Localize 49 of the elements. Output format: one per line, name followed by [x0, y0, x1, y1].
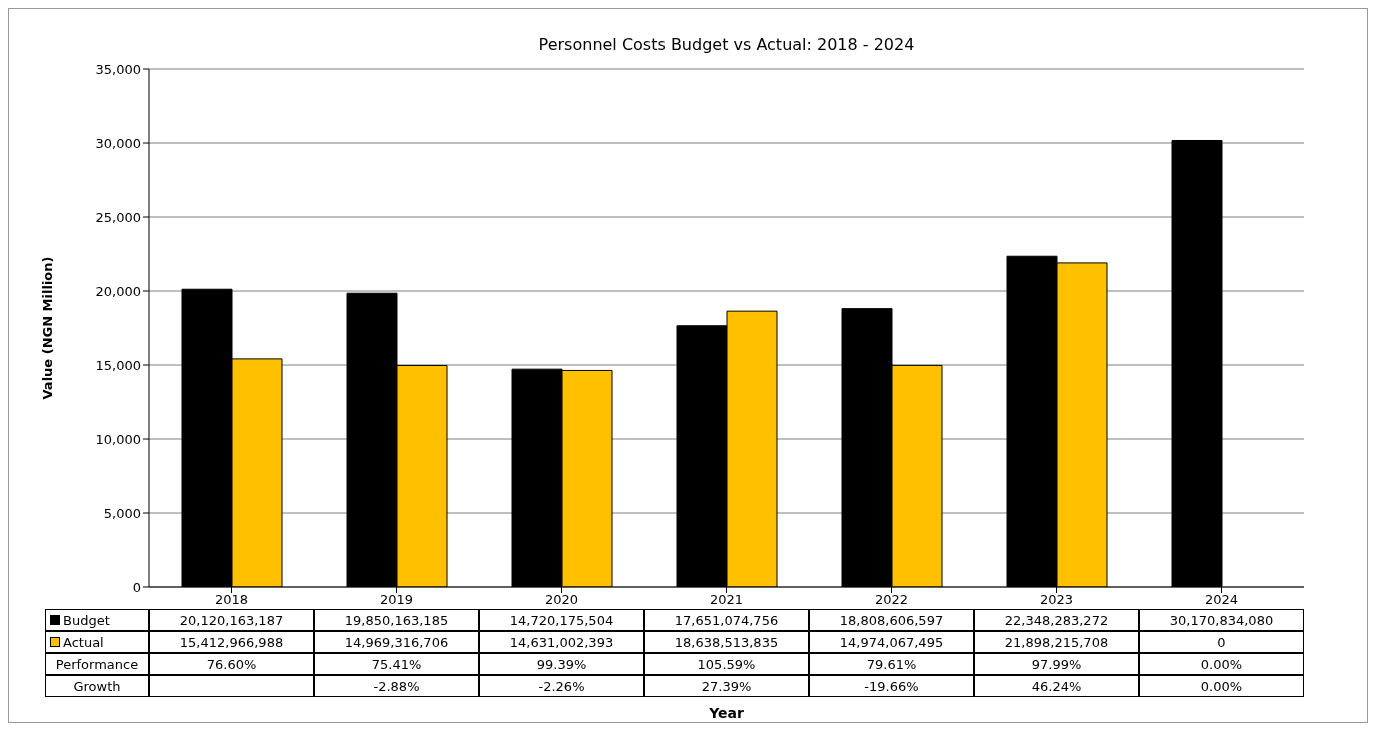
x-tick-label: 2024	[1204, 592, 1239, 608]
x-tick-label: 2020	[544, 592, 579, 608]
text: -2.26%	[479, 675, 644, 697]
legend-label: Actual	[63, 634, 104, 650]
text: 20,120,163,187	[149, 609, 314, 631]
text: 99.39%	[479, 653, 644, 675]
text: 79.61%	[809, 653, 974, 675]
y-axis-title: Value (NGN Million)	[39, 256, 55, 400]
text: Performance	[55, 656, 139, 672]
text: -19.66%	[809, 675, 974, 697]
y-tick-label: 20,000	[95, 283, 141, 299]
text: 15,412,966,988	[149, 631, 314, 653]
text: 97.99%	[974, 653, 1139, 675]
chart-title: Personnel Costs Budget vs Actual: 2018 - 2024	[537, 35, 916, 54]
text: 14,631,002,393	[479, 631, 644, 653]
text: 0	[1139, 631, 1304, 653]
text: Year	[708, 705, 745, 721]
text: 21,898,215,708	[974, 631, 1139, 653]
y-tick-label: 10,000	[95, 431, 141, 447]
text: 14,974,067,495	[809, 631, 974, 653]
text: 17,651,074,756	[644, 609, 809, 631]
text: 18,638,513,835	[644, 631, 809, 653]
y-tick-label: 35,000	[95, 61, 141, 77]
text: 22,348,283,272	[974, 609, 1139, 631]
text: 46.24%	[974, 675, 1139, 697]
text: 105.59%	[644, 653, 809, 675]
y-tick-label: 15,000	[95, 357, 141, 373]
text: 0.00%	[1139, 675, 1304, 697]
text: 27.39%	[644, 675, 809, 697]
text: 14,720,175,504	[479, 609, 644, 631]
y-tick-label: 30,000	[95, 135, 141, 151]
text: 0.00%	[1139, 653, 1304, 675]
x-tick-label: 2021	[709, 592, 744, 608]
x-tick-label: 2022	[874, 592, 909, 608]
text: 19,850,163,185	[314, 609, 479, 631]
x-tick-label: 2023	[1039, 592, 1074, 608]
text: 18,808,606,597	[809, 609, 974, 631]
x-tick-label: 2018	[214, 592, 249, 608]
text: 75.41%	[314, 653, 479, 675]
y-tick-label: 25,000	[95, 209, 141, 225]
text: -2.88%	[314, 675, 479, 697]
y-tick-label: 5,000	[103, 505, 141, 521]
legend-label: Budget	[63, 612, 110, 628]
x-tick-label: 2019	[379, 592, 414, 608]
text: Growth	[73, 678, 121, 694]
text: 14,969,316,706	[314, 631, 479, 653]
y-tick-label: 0	[132, 579, 141, 595]
text: 30,170,834,080	[1139, 609, 1304, 631]
text: 76.60%	[149, 653, 314, 675]
